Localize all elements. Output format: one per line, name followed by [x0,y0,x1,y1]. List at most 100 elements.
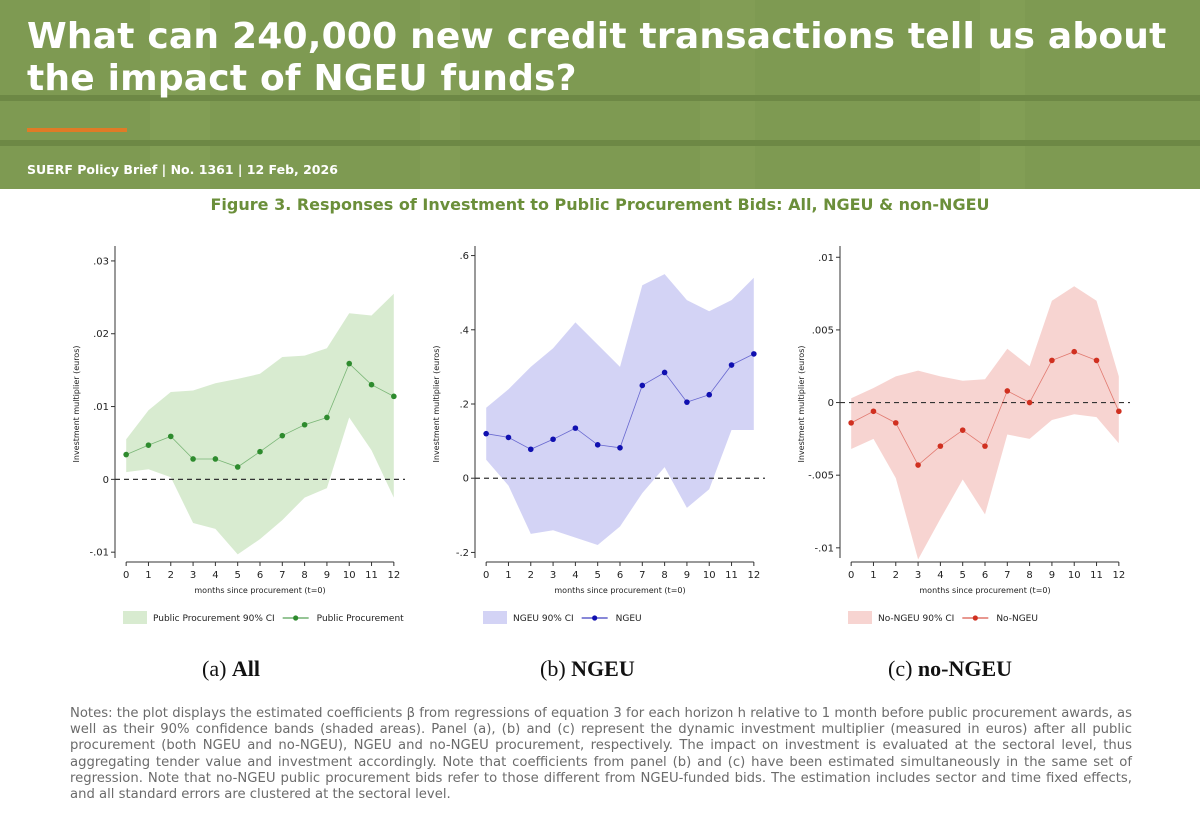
y-tick-label: -.01 [814,543,834,554]
data-point [639,382,646,389]
x-tick-label: 2 [528,570,534,581]
caption-title: All [231,656,261,681]
x-tick-label: 11 [365,570,378,581]
y-tick-label: 0 [103,475,109,486]
y-tick-label: -.2 [456,548,469,559]
y-tick-label: .6 [459,251,469,262]
shelf-decoration [0,95,1200,101]
data-point [848,420,854,426]
x-tick-label: 12 [1112,570,1125,581]
caption-panel-c: (c) no-NGEU [888,656,1012,682]
accent-rule [27,128,127,132]
data-point [915,462,921,468]
y-tick-label: .2 [459,400,469,411]
caption-label: (c) [888,656,918,681]
x-tick-label: 4 [937,570,943,581]
x-tick-label: 4 [572,570,578,581]
legend-series-label: No-NGEU [996,614,1038,624]
data-point [706,391,713,398]
data-point [751,351,757,357]
y-tick-label: .02 [93,329,109,340]
x-tick-label: 12 [747,570,760,581]
y-tick-label: .01 [93,402,109,413]
book-spine-decoration [980,0,1025,189]
data-point [190,456,196,462]
x-tick-label: 9 [1049,570,1055,581]
data-point [391,393,397,400]
data-point [617,444,623,451]
data-point [167,433,174,440]
y-tick-label: .4 [459,325,469,336]
legend-band-label: Public Procurement 90% CI [153,614,275,624]
x-tick-label: 9 [324,570,330,581]
publication-info: SUERF Policy Brief | No. 1361 | 12 Feb, … [27,162,338,177]
legend-band-swatch [483,611,507,624]
caption-label: (b) [540,656,572,681]
data-point [324,414,330,421]
data-point [870,408,877,415]
confidence-band [126,293,394,555]
figure-title: Figure 3. Responses of Investment to Pub… [210,195,990,214]
data-point [145,442,152,448]
data-point [684,399,690,405]
data-point [594,442,601,448]
y-tick-label: .03 [93,256,109,267]
data-point [1093,357,1100,364]
y-axis-label: Investment multiplier (euros) [72,346,81,463]
x-tick-label: 11 [725,570,738,581]
chart-panel-ngeu: -.2 0.2.4.6 0 1 2 3 4 5 6 7 8 9 10 11 12 months since p… [425,240,815,640]
y-tick-label: .01 [818,253,834,264]
confidence-band [486,274,754,545]
x-tick-label: 7 [639,570,645,581]
legend-band-label: NGEU 90% CI [513,614,574,624]
x-tick-label: 10 [343,570,356,581]
x-tick-label: 3 [915,570,921,581]
figure-notes: Notes: the plot displays the estimated c… [70,706,1132,803]
legend-series-marker [972,615,978,621]
y-tick-label: 0 [463,474,469,485]
caption-label: (a) [202,656,232,681]
x-tick-label: 8 [301,570,307,581]
book-spine-decoration [420,0,460,189]
x-tick-label: 6 [982,570,988,581]
y-tick-label: -.01 [89,548,109,559]
data-point [123,451,129,458]
legend-band-label: No-NGEU 90% CI [878,614,954,624]
x-tick-label: 3 [190,570,196,581]
data-point [527,446,534,453]
data-point [892,420,899,426]
y-tick-label: 0 [828,398,834,409]
data-point [1004,388,1011,394]
y-axis-label: Investment multiplier (euros) [797,346,806,463]
x-axis-label: months since procurement (t=0) [919,586,1050,595]
data-point [483,430,489,437]
confidence-band [851,286,1119,560]
x-tick-label: 8 [661,570,667,581]
x-tick-label: 7 [279,570,285,581]
legend-series-marker [293,615,299,621]
x-tick-label: 6 [617,570,623,581]
x-tick-label: 2 [168,570,174,581]
x-tick-label: 11 [1090,570,1103,581]
data-point [368,381,375,388]
caption-title: no-NGEU [917,656,1013,681]
book-spine-decoration [150,0,210,189]
chart-panel-all: -.01 0.01.02.03 0 1 2 3 4 5 6 7 8 9 10 11 12 months sin… [65,240,455,640]
x-tick-label: 1 [145,570,151,581]
x-tick-label: 6 [257,570,263,581]
data-point [212,456,219,462]
data-point [1026,399,1033,406]
legend-band-swatch [123,611,147,624]
chart-panel-no-ngeu: -.01 -.005 0.005.01 0 1 2 3 4 5 6 7 8 9 10 11 12 months … [790,240,1180,640]
legend-series-label: NGEU [616,614,642,624]
data-point [1071,348,1078,355]
data-point [257,448,263,455]
y-tick-label: .005 [812,325,834,336]
x-tick-label: 3 [550,570,556,581]
data-point [346,360,353,367]
x-tick-label: 1 [505,570,511,581]
legend-band-swatch [848,611,872,624]
